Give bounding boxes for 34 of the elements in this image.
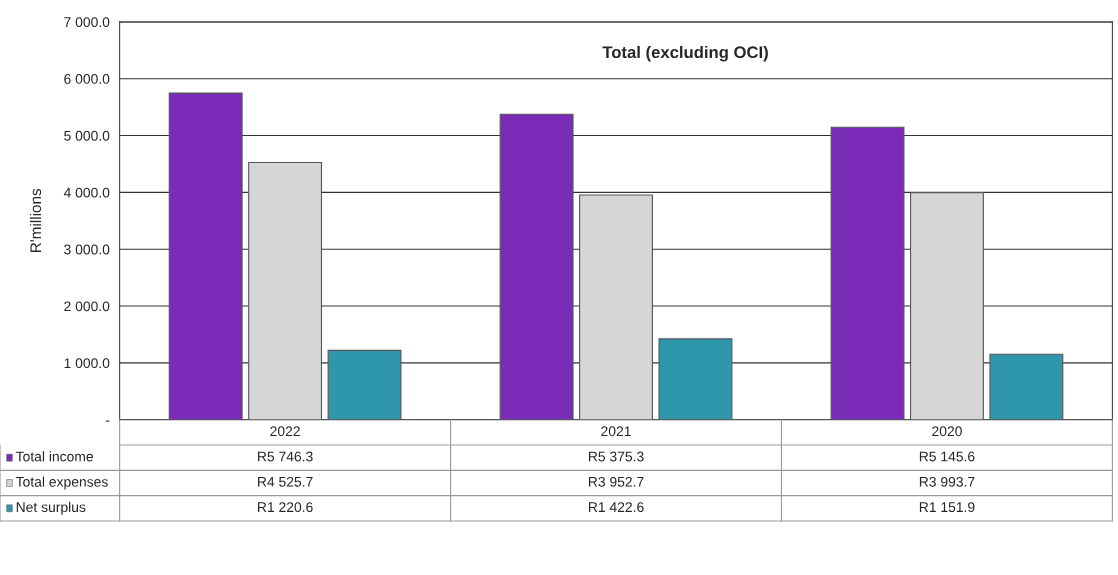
- legend-label: Total expenses: [15, 476, 108, 490]
- bar: [168, 92, 243, 420]
- y-tick-label: 7 000.0: [64, 17, 110, 28]
- data-label: R1 151.9: [919, 502, 975, 513]
- y-tick-label: 6 000.0: [64, 74, 110, 84]
- bar: [909, 192, 984, 420]
- bar: [989, 353, 1064, 420]
- y-tick-label: 1 000.0: [64, 358, 110, 369]
- y-tick-label: 2 000.0: [64, 301, 110, 312]
- data-label: R5 746.3: [258, 451, 313, 462]
- y-tick-label: 5 000.0: [64, 130, 110, 141]
- legend-label: Total income: [15, 451, 93, 462]
- bar: [248, 161, 323, 420]
- y-axis-title: R'millions: [29, 188, 42, 252]
- data-label: R5 145.6: [919, 451, 975, 462]
- data-label: R1 422.6: [588, 502, 644, 513]
- data-label: R4 525.7: [258, 476, 313, 487]
- y-tick-label: -: [105, 420, 110, 422]
- bar: [658, 338, 733, 420]
- x-tick-label: 2022: [270, 426, 300, 437]
- y-tick-label: 4 000.0: [63, 187, 110, 198]
- bar: [579, 194, 653, 420]
- data-label: R3 993.7: [919, 476, 975, 487]
- data-label: R1 220.6: [258, 502, 313, 513]
- y-tick-label: 3 000.0: [64, 244, 110, 255]
- x-tick-label: 2021: [601, 426, 631, 437]
- bar: [499, 113, 574, 420]
- data-label: R5 375.3: [588, 451, 644, 462]
- bar: [327, 349, 402, 420]
- x-tick-label: 2020: [932, 426, 962, 437]
- legend-label: Net surplus: [16, 501, 86, 515]
- data-label: R3 952.7: [588, 476, 644, 487]
- bar: [830, 126, 905, 420]
- text: Total (excluding OCI): [602, 45, 768, 62]
